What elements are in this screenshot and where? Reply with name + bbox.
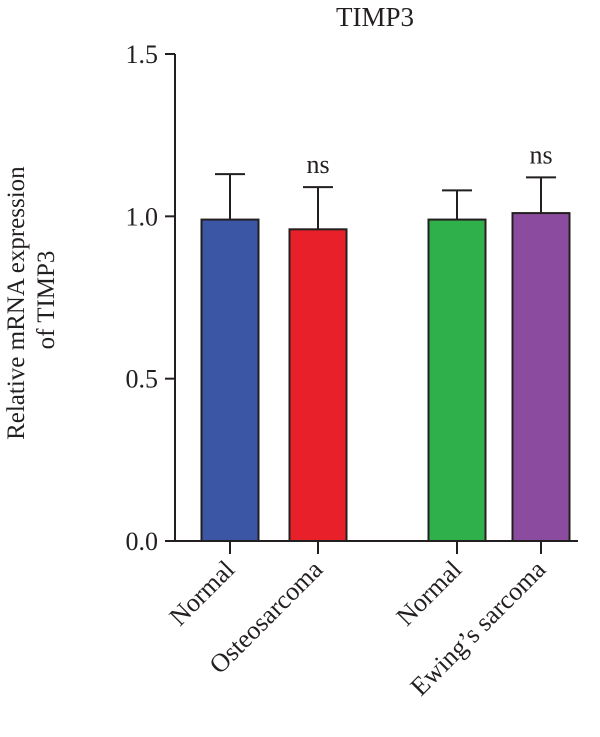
y-tick-label-2: 1.0 <box>126 202 159 231</box>
chart-title: TIMP3 <box>336 2 414 32</box>
y-tick-label-3: 1.5 <box>126 40 159 69</box>
significance-label-1: ns <box>306 150 329 179</box>
x-tick-label-2: Normal <box>391 555 468 632</box>
y-axis-label-line-1: Relative mRNA expression <box>3 166 30 440</box>
bar-2 <box>427 218 487 543</box>
y-tick-label-0: 0.0 <box>126 527 159 556</box>
bar-3 <box>511 212 571 542</box>
y-axis-label-line-2: of TIMP3 <box>33 251 60 350</box>
x-tick-label-0: Normal <box>164 555 241 632</box>
y-axis-label: Relative mRNA expression of TIMP3 <box>3 160 60 440</box>
bar-0 <box>200 218 260 543</box>
significance-label-3: ns <box>529 140 552 169</box>
plot-area: 0.00.51.01.5NormalOsteosarcomansNormalEw… <box>126 40 578 701</box>
bar-1 <box>288 228 348 542</box>
y-tick-label-1: 0.5 <box>126 365 159 394</box>
